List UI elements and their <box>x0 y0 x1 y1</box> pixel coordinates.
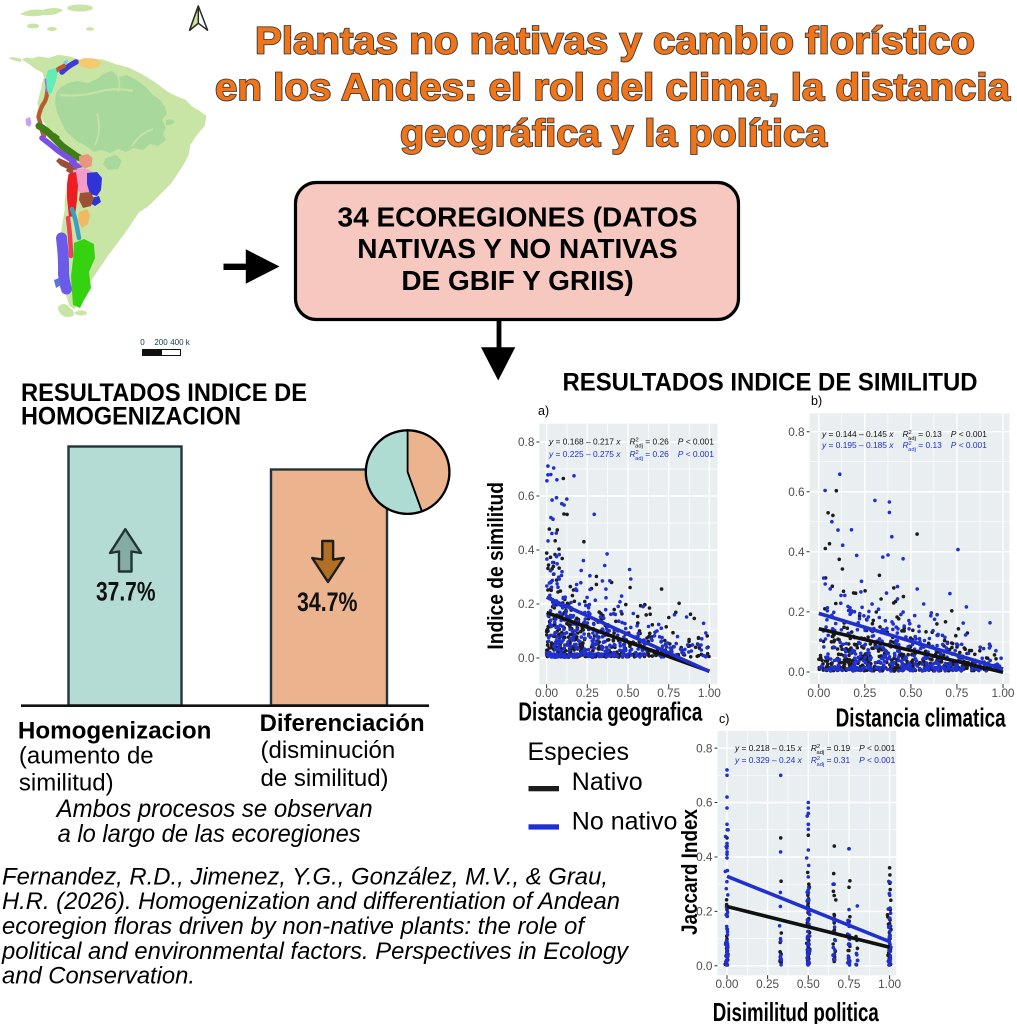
svg-text:0.4: 0.4 <box>788 545 805 559</box>
svg-text:b): b) <box>811 394 822 408</box>
svg-text:0.0: 0.0 <box>696 959 713 973</box>
svg-text:400 k: 400 k <box>170 338 191 347</box>
svg-text:Distancia geografica: Distancia geografica <box>518 697 702 727</box>
svg-text:RESULTADOS INDICE DE SIMILITUD: RESULTADOS INDICE DE SIMILITUD <box>563 369 978 397</box>
svg-text:Especies: Especies <box>528 738 629 766</box>
svg-text:NATIVAS Y NO NATIVAS: NATIVAS Y NO NATIVAS <box>357 233 677 264</box>
svg-text:0.75: 0.75 <box>657 686 680 700</box>
svg-text:political and environmental fa: political and environmental factors. Per… <box>1 938 630 965</box>
svg-text:Nativo: Nativo <box>572 768 643 796</box>
svg-text:0.00: 0.00 <box>807 686 830 700</box>
svg-text:0.2: 0.2 <box>518 597 534 611</box>
svg-text:Ambos procesos se observan: Ambos procesos se observan <box>55 795 373 823</box>
svg-text:0.6: 0.6 <box>696 796 713 810</box>
svg-text:1.00: 1.00 <box>698 686 721 700</box>
svg-text:DE GBIF Y GRIIS): DE GBIF Y GRIIS) <box>401 265 633 296</box>
svg-text:0.8: 0.8 <box>788 425 805 439</box>
svg-text:34 ECOREGIONES (DATOS: 34 ECOREGIONES (DATOS <box>338 201 698 232</box>
svg-text:Indice de similitud: Indice de similitud <box>483 482 508 650</box>
svg-text:0.2: 0.2 <box>696 905 712 919</box>
svg-text:H.R. (2026). Homogenization an: H.R. (2026). Homogenization and differen… <box>2 888 620 915</box>
svg-text:en los Andes: el rol del clima: en los Andes: el rol del clima, la dista… <box>215 67 1011 109</box>
svg-text:Fernandez, R.D., Jimenez, Y.G.: Fernandez, R.D., Jimenez, Y.G., González… <box>2 864 608 891</box>
svg-text:200: 200 <box>154 338 168 347</box>
svg-text:geográfica y la política: geográfica y la política <box>400 113 828 155</box>
svg-text:0.2: 0.2 <box>788 605 804 619</box>
svg-text:ecoregion floras driven by non: ecoregion floras driven by non-native pl… <box>2 913 586 940</box>
svg-text:similitud): similitud) <box>19 770 114 797</box>
svg-text:a): a) <box>538 404 549 418</box>
svg-text:0.0: 0.0 <box>788 665 805 679</box>
svg-text:0.50: 0.50 <box>617 686 640 700</box>
svg-text:0.0: 0.0 <box>518 651 535 665</box>
svg-text:0.6: 0.6 <box>788 485 805 499</box>
svg-text:34.7%: 34.7% <box>297 587 358 617</box>
svg-text:0.25: 0.25 <box>853 686 876 700</box>
svg-text:0.00: 0.00 <box>535 686 558 700</box>
svg-text:0.50: 0.50 <box>797 977 820 991</box>
svg-text:de similitud): de similitud) <box>261 765 389 792</box>
svg-text:No nativo: No nativo <box>572 808 678 836</box>
svg-text:0.75: 0.75 <box>945 686 968 700</box>
svg-text:0.25: 0.25 <box>576 686 599 700</box>
svg-text:RESULTADOS INDICE DE: RESULTADOS INDICE DE <box>21 379 307 407</box>
svg-text:a lo largo de las ecoregiones: a lo largo de las ecoregiones <box>58 820 361 848</box>
svg-text:c): c) <box>719 712 729 726</box>
svg-text:0.50: 0.50 <box>899 686 922 700</box>
svg-text:0.6: 0.6 <box>518 489 535 503</box>
svg-text:1.00: 1.00 <box>992 686 1015 700</box>
svg-text:Disimilitud politica: Disimilitud politica <box>713 997 879 1024</box>
svg-text:1.00: 1.00 <box>878 977 901 991</box>
svg-text:Jaccard Index: Jaccard Index <box>677 808 702 935</box>
svg-text:Plantas no nativas y cambio fl: Plantas no nativas y cambio florístico <box>255 21 975 63</box>
svg-text:0.8: 0.8 <box>696 741 713 755</box>
svg-text:Homogenizacion: Homogenizacion <box>18 718 212 745</box>
svg-text:0.00: 0.00 <box>716 977 739 991</box>
svg-text:(disminución: (disminución <box>261 737 396 764</box>
svg-text:HOMOGENIZACION: HOMOGENIZACION <box>21 403 241 431</box>
svg-text:0.4: 0.4 <box>518 543 535 557</box>
svg-text:Diferenciación: Diferenciación <box>260 710 425 737</box>
svg-text:(aumento de: (aumento de <box>19 743 154 770</box>
svg-text:0.4: 0.4 <box>696 850 713 864</box>
svg-text:0: 0 <box>140 338 145 347</box>
svg-text:0.25: 0.25 <box>756 977 779 991</box>
svg-text:0.75: 0.75 <box>838 977 861 991</box>
svg-text:37.7%: 37.7% <box>96 577 156 607</box>
svg-text:0.8: 0.8 <box>518 435 535 449</box>
svg-text:and Conservation.: and Conservation. <box>2 963 195 990</box>
svg-text:Distancia climatica: Distancia climatica <box>836 703 1006 733</box>
